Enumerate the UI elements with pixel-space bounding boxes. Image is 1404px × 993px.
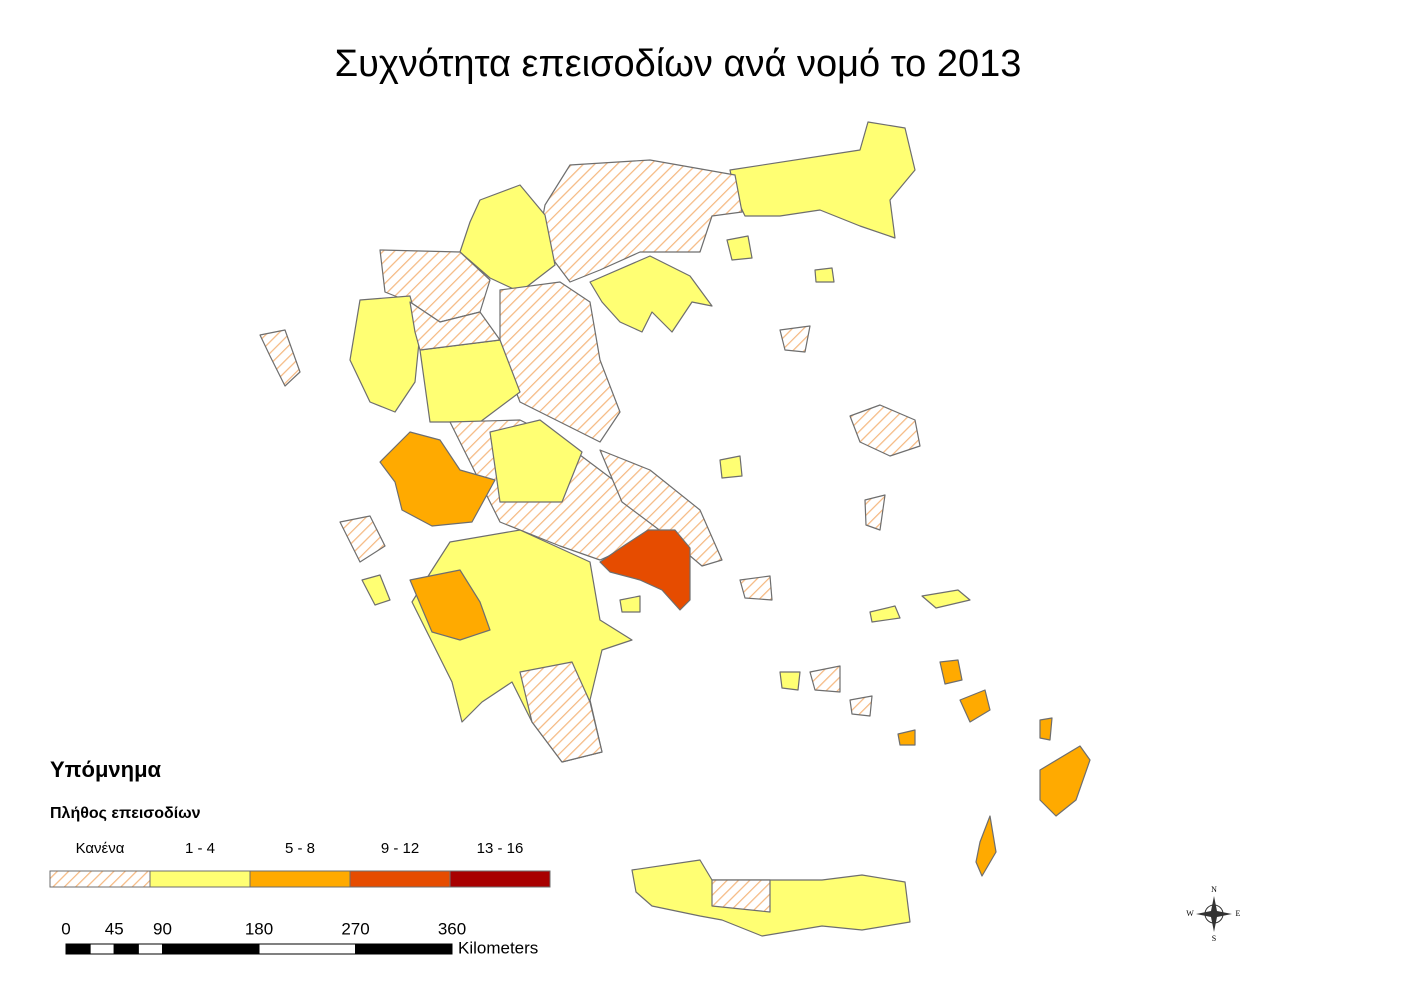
region <box>599 449 723 567</box>
scale-tick-label: 180 <box>245 919 273 938</box>
region <box>1039 745 1091 817</box>
region <box>379 431 496 527</box>
scale-segment <box>113 943 139 955</box>
region <box>939 659 963 685</box>
region <box>519 661 603 763</box>
region <box>619 595 641 613</box>
region <box>349 295 421 413</box>
legend-subtitle: Πλήθος επεισοδίων <box>50 805 201 822</box>
compass-n: N <box>1211 885 1217 894</box>
region <box>411 529 633 763</box>
region <box>959 689 991 723</box>
legend-label: 5 - 8 <box>285 840 315 857</box>
region <box>849 404 921 457</box>
legend-label: 9 - 12 <box>381 840 419 857</box>
map <box>259 121 1091 937</box>
scale-tick-label: 270 <box>341 919 369 938</box>
region <box>726 235 753 261</box>
legend-label: Κανένα <box>76 840 125 857</box>
region <box>739 575 773 601</box>
region <box>779 671 801 691</box>
scale-segment <box>258 943 356 955</box>
region <box>729 121 916 239</box>
region <box>499 281 621 443</box>
scale-tick-label: 90 <box>153 919 172 938</box>
region <box>719 455 743 479</box>
compass: N E S W <box>1186 885 1240 943</box>
scale-tick-label: 0 <box>61 919 70 938</box>
compass-e: E <box>1236 909 1241 918</box>
scale-tick-label: 360 <box>438 919 466 938</box>
region <box>259 329 301 387</box>
region <box>361 574 391 606</box>
region <box>849 695 873 717</box>
region <box>779 325 811 353</box>
region <box>419 339 521 423</box>
region <box>711 879 771 913</box>
region <box>1039 717 1053 741</box>
legend-swatch <box>49 870 151 888</box>
region <box>339 515 386 563</box>
region <box>814 267 835 283</box>
region <box>599 529 691 611</box>
region <box>869 605 901 623</box>
region <box>864 494 886 531</box>
scale-segment <box>137 943 163 955</box>
legend-swatch <box>349 870 451 888</box>
scale-segment <box>162 943 260 955</box>
region <box>589 255 713 333</box>
legend-swatch <box>249 870 351 888</box>
region <box>809 665 841 693</box>
scale-unit: Kilometers <box>458 938 538 957</box>
map-title: Συχνότητα επεισοδίων ανά νομό το 2013 <box>335 43 1022 85</box>
region <box>631 859 911 937</box>
scale-segment <box>65 943 91 955</box>
legend-title: Υπόμνημα <box>50 757 162 782</box>
region <box>921 589 971 609</box>
scale-segment <box>89 943 115 955</box>
scale-tick-label: 45 <box>105 919 124 938</box>
compass-s: S <box>1212 934 1216 943</box>
legend: Κανένα 1 - 4 5 - 8 9 - 12 13 - 16 <box>49 840 551 888</box>
legend-label: 13 - 16 <box>477 840 524 857</box>
compass-star <box>1196 896 1232 932</box>
region <box>409 301 501 351</box>
legend-swatch <box>149 870 251 888</box>
region <box>975 815 997 877</box>
compass-w: W <box>1186 909 1194 918</box>
legend-swatch <box>449 870 551 888</box>
region <box>409 569 491 641</box>
scale-segment <box>355 943 453 955</box>
region <box>489 419 583 503</box>
region <box>897 729 916 746</box>
legend-label: 1 - 4 <box>185 840 215 857</box>
